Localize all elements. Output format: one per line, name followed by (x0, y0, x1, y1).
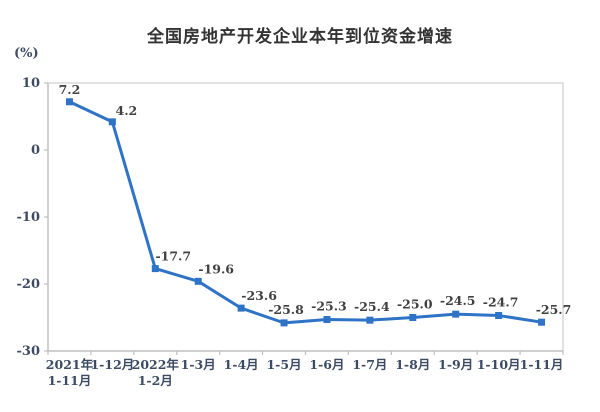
data-point-label: -23.6 (241, 288, 277, 303)
x-tick-label: 1-8月 (395, 357, 430, 372)
data-point-label: -24.7 (483, 294, 519, 309)
x-tick-label: 1-11月 (520, 357, 564, 372)
data-point-marker (366, 316, 374, 324)
plot-area-border (47, 82, 564, 352)
data-point-marker (323, 316, 331, 324)
x-tick-label: 2021年 1-11月 (46, 357, 94, 388)
x-tick-label: 1-6月 (309, 357, 344, 372)
x-tick-label: 1-7月 (352, 357, 387, 372)
y-tick-label: -30 (17, 344, 41, 359)
data-point-label: -25.7 (536, 302, 572, 317)
data-point-label: 7.2 (59, 82, 81, 97)
x-tick-label: 1-3月 (181, 357, 216, 372)
x-tick-label: 1-10月 (477, 357, 521, 372)
data-point-label: -25.4 (354, 299, 390, 314)
y-tick-label: -20 (17, 277, 41, 292)
x-tick-label: 1-12月 (90, 357, 134, 372)
data-point-marker (280, 319, 288, 327)
data-point-marker (65, 98, 73, 106)
x-tick-label: 1-5月 (266, 357, 301, 372)
data-point-label: -25.0 (397, 297, 433, 312)
data-point-label: -25.8 (268, 302, 304, 317)
x-tick-label: 1-4月 (224, 357, 259, 372)
data-line (67, 100, 544, 325)
data-point-label: 4.2 (116, 103, 138, 118)
data-point-label: -19.6 (198, 261, 234, 276)
y-tick-label: 10 (22, 76, 40, 91)
x-tick-label: 1-9月 (438, 357, 473, 372)
data-point-marker (194, 277, 202, 285)
data-point-label: -17.7 (155, 249, 191, 264)
y-tick-label: -10 (17, 210, 41, 225)
data-point-marker (452, 310, 460, 318)
data-point-marker (409, 314, 417, 321)
chart-title: 全国房地产开发企业本年到位资金增速 (147, 27, 453, 46)
data-point-label: -24.5 (440, 293, 476, 308)
data-point-label: -25.3 (311, 299, 347, 314)
data-point-marker (151, 265, 159, 273)
data-point-marker (237, 304, 245, 312)
data-point-marker (495, 311, 503, 319)
y-axis-unit-label: (%) (14, 46, 39, 61)
x-tick-label: 2022年 1-2月 (132, 357, 180, 388)
data-point-marker (108, 118, 116, 126)
data-point-marker (538, 318, 546, 326)
y-tick-label: 0 (31, 143, 40, 158)
